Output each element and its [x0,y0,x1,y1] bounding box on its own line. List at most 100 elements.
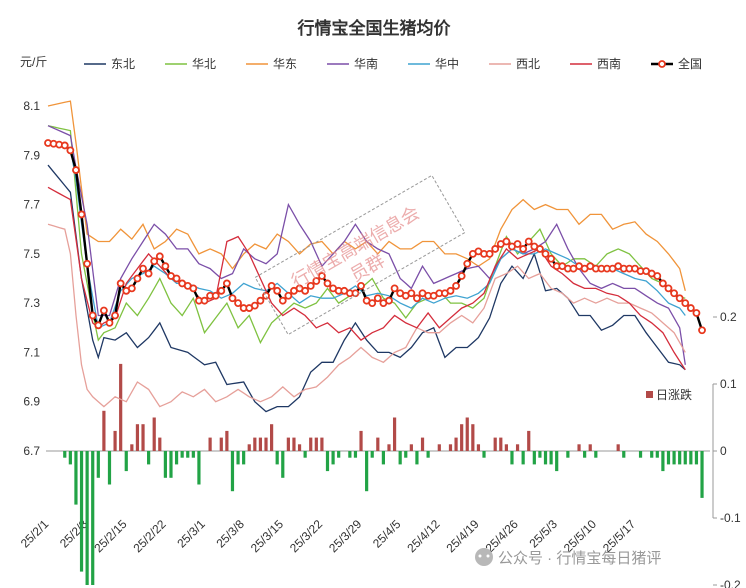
daily-change-bar [454,437,458,451]
national-point [155,252,164,261]
x-tick-label: 25/5/3 [526,517,560,551]
x-tick-label: 25/4/5 [370,517,404,551]
national-point [150,257,159,266]
national-point [284,291,293,300]
daily-change-bar [482,451,486,458]
daily-change-bar [297,444,302,451]
national-point [127,284,136,293]
daily-change-bar [191,451,195,458]
y2-tick-label: 0.1 [720,377,737,391]
daily-change-bar [499,437,503,451]
daily-change-bar [437,444,441,451]
daily-change-bar [504,444,508,451]
daily-change-bar [689,451,693,465]
national-point [373,294,382,303]
national-point [250,301,259,310]
daily-change-bar [281,451,285,478]
legend-label: 华东 [273,57,297,71]
daily-change-bar [376,437,380,451]
daily-change-bar [219,437,223,451]
national-point [664,284,673,293]
y-tick-label: 6.7 [23,444,40,458]
national-markers [44,139,706,335]
daily-change-bar [465,417,469,451]
daily-change-bar [555,451,559,472]
national-point [519,245,528,253]
daily-change-bar [325,451,330,472]
x-tick-label: 25/2/1 [18,517,52,551]
wechat-icon-eye-right [486,554,490,558]
daily-change-bar [253,437,257,451]
x-tick-label: 25/3/29 [326,517,364,555]
y-tick-label: 8.1 [23,99,40,113]
national-point [200,296,209,305]
national-point [94,321,103,330]
national-point [217,286,226,295]
axes: 8.1 7.9 7.7 7.5 7.3 7.1 6.9 6.7 0.2 0.1 0 -0.1 -0.2 2… [18,99,741,588]
daily-change-bar [96,451,100,478]
national-point [273,286,282,295]
national-point [675,294,684,303]
daily-change-bar [426,451,430,458]
daily-change-bar [448,444,453,451]
daily-change-bar [303,451,307,458]
daily-change-bar [655,451,659,458]
daily-change-bar [63,451,67,458]
daily-change-bar [331,451,335,465]
national-point [681,299,690,308]
daily-change-bar [74,451,78,505]
daily-change-bar [353,451,358,458]
bar-legend-label: 日涨跌 [656,387,692,402]
national-point [161,262,170,271]
national-point [541,249,550,258]
daily-change-bar [348,451,352,458]
y-tick-label: 6.9 [23,395,40,409]
daily-change-bar [661,451,665,472]
daily-change-bar [309,437,313,451]
daily-change-bar [292,437,296,451]
daily-change-bar [420,437,425,451]
daily-change-bar [392,417,397,451]
national-point [513,240,522,248]
daily-change-bar [158,437,162,451]
national-point [318,272,326,280]
national-point [111,311,119,320]
daily-change-bar [583,451,587,458]
national-point [491,245,500,253]
daily-change-bar [147,451,151,465]
daily-change-bar [91,451,95,585]
daily-change-bar [365,451,369,492]
daily-change-bar [650,451,654,458]
national-point [463,259,472,268]
legend-label: 华南 [354,56,378,71]
daily-change-bar [124,451,128,472]
daily-change-bar [622,451,626,458]
national-point [452,281,460,290]
x-tick-label: 25/2/22 [130,517,168,555]
daily-change-bar [678,451,682,465]
daily-change-bar [700,451,704,498]
daily-change-bar [594,451,598,458]
wechat-icon-eye-left [478,554,482,558]
daily-change-bar [588,444,592,451]
daily-change-bar [225,430,229,451]
national-point [357,281,365,290]
legend-label: 西北 [516,57,540,71]
national-point [301,286,310,295]
daily-change-bar [208,437,212,451]
daily-change-bar [521,451,525,465]
y-tick-label: 7.1 [23,345,40,359]
y2-tick-label: 0 [720,444,727,458]
series-line-西北 [47,223,686,408]
daily-change-bar [409,444,413,451]
series-line-东北 [47,164,686,413]
x-tick-label: 25/4/19 [444,517,482,555]
daily-change-bar [387,444,391,451]
daily-change-bar [398,451,402,465]
national-point [659,279,667,288]
daily-change-bar [152,417,156,451]
daily-change-bar [270,424,274,451]
x-tick-label: 25/3/15 [248,517,286,555]
daily-change-bar [577,444,581,451]
